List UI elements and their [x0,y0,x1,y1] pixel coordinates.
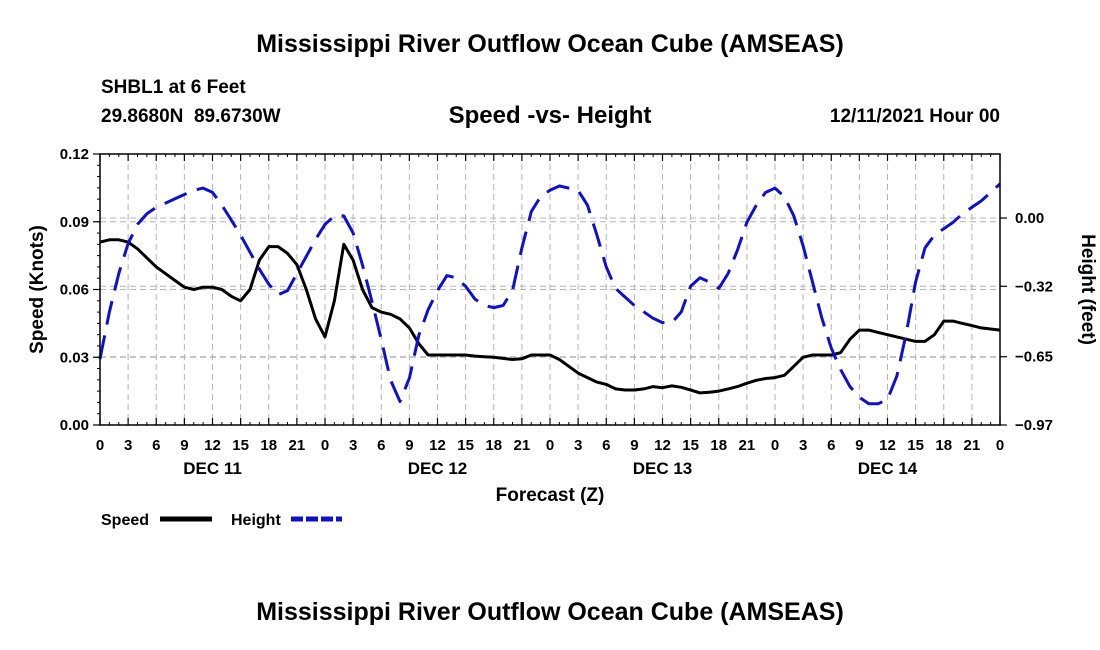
y-tick-label: 0.12 [60,146,89,163]
x-axis-title: Forecast (Z) [496,485,605,506]
x-tick-label: 9 [630,437,638,454]
x-tick-label: 18 [485,437,502,454]
x-tick-label: 0 [96,437,104,454]
x-tick-label: 15 [907,437,924,454]
station-label: SHBL1 at 6 Feet [101,77,246,98]
x-tick-label: 12 [879,437,896,454]
x-tick-label: 0 [546,437,554,454]
grid [100,154,1000,425]
legend: Speed Height [101,512,342,529]
legend-speed-label: Speed [101,512,149,529]
x-tick-label: 6 [377,437,385,454]
y-tick-label: 0.09 [60,214,89,231]
x-tick-label: 3 [574,437,582,454]
x-tick-label: 12 [204,437,221,454]
x-tick-label: 18 [935,437,952,454]
chart-main-title: Mississippi River Outflow Ocean Cube (AM… [256,30,844,58]
y-tick-label: 0.06 [60,282,89,299]
coordinates-label: 29.8680N 89.6730W [101,106,281,127]
x-tick-label: 18 [710,437,727,454]
day-label: DEC 13 [633,459,693,478]
y2-tick-label: −0.32 [1015,278,1053,295]
y2-axis-title: Height (feet) [1077,234,1098,345]
height-series-line [98,182,1002,406]
legend-height-label: Height [231,512,281,529]
x-tick-label: 15 [457,437,474,454]
day-label: DEC 11 [183,459,242,478]
x-tick-label: 0 [771,437,779,454]
x-tick-label: 9 [855,437,863,454]
chart-footer-title: Mississippi River Outflow Ocean Cube (AM… [256,598,844,626]
x-tick-label: 9 [405,437,413,454]
y-tick-label: 0.03 [60,349,89,366]
x-tick-label: 3 [124,437,132,454]
day-label: DEC 12 [408,459,468,478]
x-tick-label: 12 [654,437,671,454]
x-tick-label: 9 [180,437,188,454]
y2-tick-label: −0.97 [1015,417,1053,434]
x-tick-label: 21 [514,437,531,454]
x-tick-label: 21 [739,437,756,454]
x-tick-label: 3 [799,437,807,454]
series-lines [98,182,1002,406]
x-tick-label: 15 [232,437,249,454]
x-tick-label: 21 [964,437,981,454]
x-tick-label: 6 [602,437,610,454]
x-tick-label: 0 [321,437,329,454]
speed-series-line [99,238,1001,395]
x-tick-label: 15 [682,437,699,454]
x-tick-label: 12 [429,437,446,454]
y2-tick-label: 0.00 [1015,210,1044,227]
chart-subtitle: Speed -vs- Height [448,102,652,129]
x-tick-label: 0 [996,437,1004,454]
axis-ticks [93,153,1007,426]
x-tick-label: 6 [152,437,160,454]
y-axis-title: Speed (Knots) [27,225,48,354]
x-tick-label: 3 [349,437,357,454]
axis-labels: 0 3 6 9 12 15 18 21 0 3 6 9 12 15 18 21 0 3 6 9 12 15 18 21 0 3 6 9… [27,146,1098,506]
y-tick-label: 0.00 [60,417,89,434]
day-label: DEC 14 [858,459,918,478]
x-tick-label: 18 [260,437,277,454]
x-tick-label: 6 [827,437,835,454]
y2-tick-label: −0.65 [1015,349,1053,366]
x-tick-label: 21 [289,437,306,454]
forecast-datetime: 12/11/2021 Hour 00 [829,106,1000,127]
